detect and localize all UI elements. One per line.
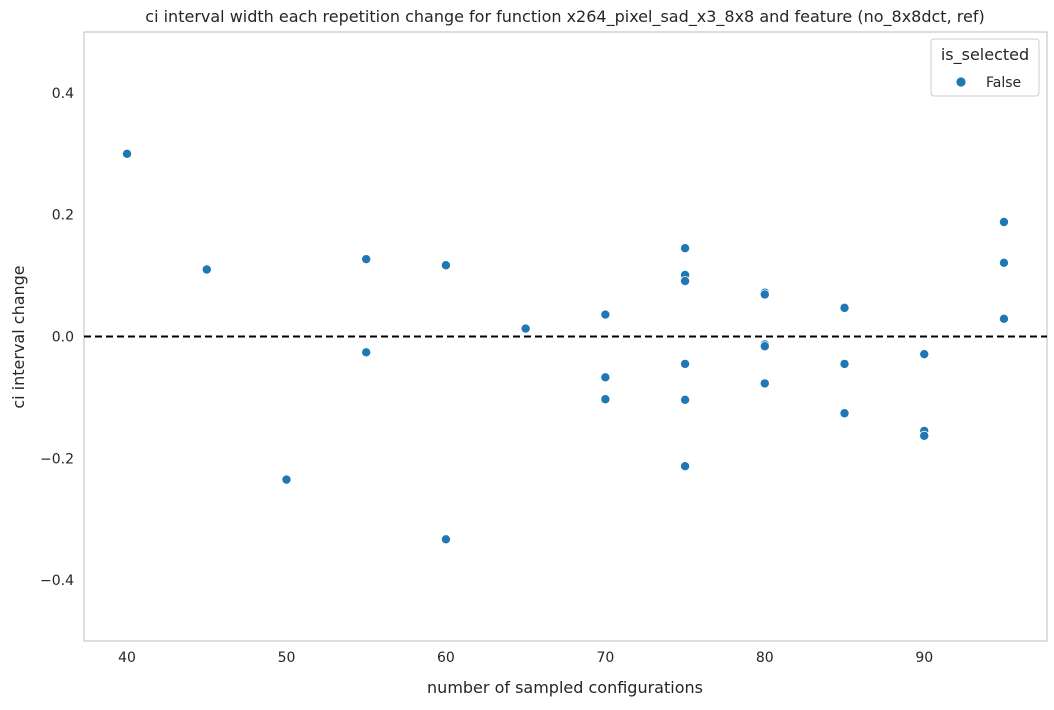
data-points — [122, 148, 1009, 545]
x-tick-label: 60 — [437, 650, 455, 666]
data-point — [839, 358, 850, 369]
x-tick-label: 90 — [915, 650, 933, 666]
data-point — [600, 309, 611, 320]
data-point — [600, 372, 611, 383]
y-tick-label: 0.2 — [52, 208, 74, 224]
data-point — [998, 257, 1009, 268]
data-point — [680, 276, 691, 287]
data-point — [361, 347, 372, 358]
data-point — [680, 243, 691, 254]
data-point — [520, 323, 531, 334]
legend-title: is_selected — [941, 45, 1029, 65]
data-point — [440, 260, 451, 271]
data-point — [759, 289, 770, 300]
data-point — [839, 302, 850, 313]
y-axis-label: ci interval change — [9, 265, 28, 408]
x-axis-ticks: 40 50 60 70 80 90 — [118, 650, 933, 666]
data-point — [998, 217, 1009, 228]
data-point — [201, 264, 212, 275]
y-axis-ticks: 0.4 0.2 0.0 −0.2 −0.4 — [40, 86, 74, 589]
x-tick-label: 50 — [278, 650, 296, 666]
data-point — [680, 358, 691, 369]
legend-label-false: False — [986, 75, 1021, 91]
x-tick-label: 40 — [118, 650, 136, 666]
data-point — [600, 394, 611, 405]
legend-marker — [955, 76, 967, 88]
y-tick-label: −0.2 — [40, 451, 74, 467]
data-point — [759, 378, 770, 389]
data-point — [680, 394, 691, 405]
data-point — [759, 341, 770, 352]
legend: is_selected False — [930, 38, 1040, 97]
x-tick-label: 80 — [756, 650, 774, 666]
data-point — [919, 430, 930, 441]
y-tick-label: 0.0 — [52, 330, 74, 346]
y-tick-label: −0.4 — [40, 573, 74, 589]
data-point — [680, 461, 691, 472]
y-tick-label: 0.4 — [52, 86, 74, 102]
data-point — [440, 534, 451, 545]
data-point — [122, 148, 133, 159]
data-point — [998, 313, 1009, 324]
data-point — [839, 408, 850, 419]
chart-title: ci interval width each repetition change… — [145, 7, 984, 27]
data-point — [919, 349, 930, 360]
x-axis-label: number of sampled configurations — [427, 678, 703, 697]
data-point — [281, 474, 292, 485]
x-tick-label: 70 — [596, 650, 614, 666]
data-point — [361, 254, 372, 265]
